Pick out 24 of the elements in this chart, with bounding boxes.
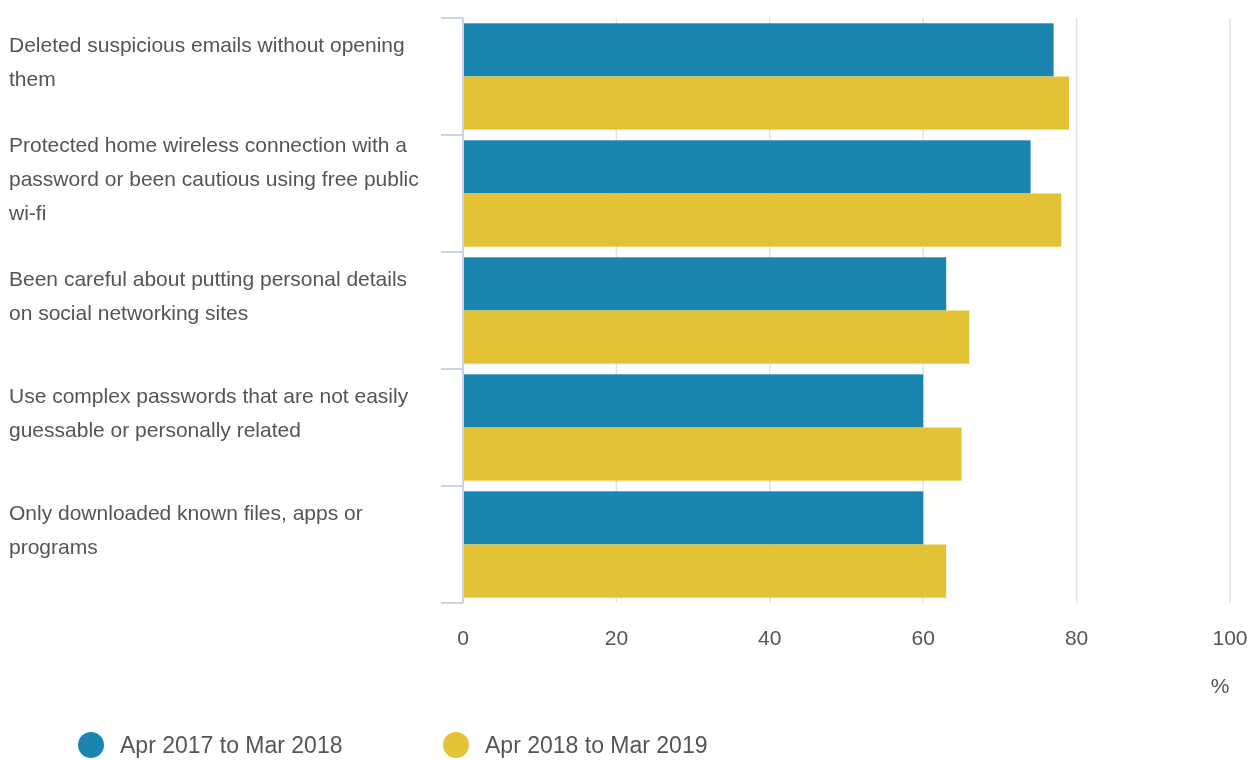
y-tick-label: Only downloaded known files, apps or programs xyxy=(9,500,363,558)
x-axis-title: % xyxy=(1210,674,1230,697)
bar xyxy=(463,23,1054,77)
bar xyxy=(463,140,1031,194)
bar xyxy=(463,374,924,428)
bar xyxy=(463,310,970,364)
x-tick-label: 0 xyxy=(457,626,469,649)
y-tick-label: Been careful about putting personal details on social networking sites xyxy=(9,266,408,324)
x-tick-label: 40 xyxy=(758,626,782,649)
bar xyxy=(463,76,1069,130)
bar xyxy=(463,257,947,311)
y-tick-label: Use complex passwords that are not easily guessable or personally related xyxy=(9,383,409,441)
x-tick-label: 80 xyxy=(1064,626,1089,649)
y-tick-label: Deleted suspicious emails without opening them xyxy=(9,32,405,90)
x-tick-label: 60 xyxy=(911,626,935,649)
y-tick-label: Protected home wireless connection with a password or been cautious using free public wi-fi xyxy=(8,132,419,224)
bar xyxy=(463,427,962,481)
bar xyxy=(463,544,947,598)
bar xyxy=(463,491,924,545)
x-tick-label: 100 xyxy=(1212,626,1248,649)
bar xyxy=(463,193,1062,247)
legend-label: Apr 2017 to Mar 2018 xyxy=(120,732,343,758)
x-tick-label: 20 xyxy=(604,626,629,649)
legend-label: Apr 2018 to Mar 2019 xyxy=(485,732,708,758)
